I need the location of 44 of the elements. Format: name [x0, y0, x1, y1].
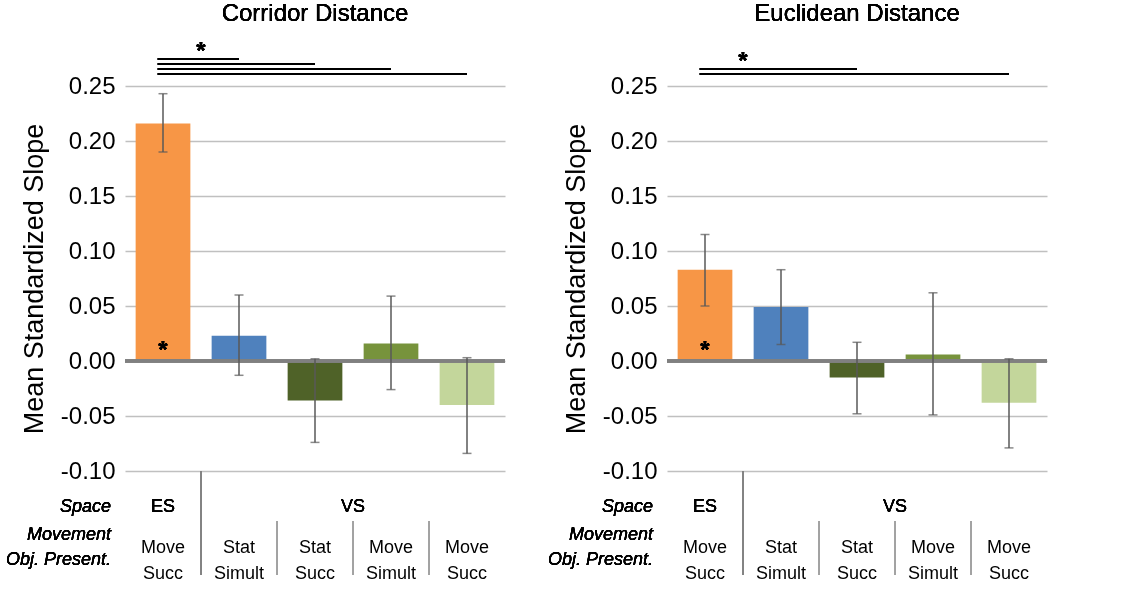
x-tick-label: Stat Succ: [294, 536, 336, 583]
text: ES: [150, 496, 176, 516]
y-tick-label: -0.05: [602, 401, 658, 429]
y-axis-title: Mean Standardized Slope: [560, 123, 591, 435]
chart-title: Corridor Distance: [221, 0, 409, 26]
x-tick-label: Move Succ: [140, 536, 186, 583]
y-tick-label: 0.15: [610, 181, 658, 209]
y-tick-label: -0.05: [60, 401, 116, 429]
x-tick-label: Stat Succ: [836, 536, 878, 583]
x-tick-label: Move Succ: [682, 536, 728, 583]
text: *: [738, 47, 749, 74]
text: Space: [59, 496, 111, 516]
y-tick-label: 0.05: [610, 291, 658, 319]
x-tick-label: Move Simult: [907, 536, 959, 583]
text: Movement: [568, 524, 654, 544]
y-tick-label: 0.00: [610, 346, 658, 374]
text: *: [196, 37, 207, 64]
y-tick-label: 0.05: [68, 291, 116, 319]
y-tick-label: 0.25: [68, 71, 116, 99]
text: VS: [340, 496, 366, 516]
y-tick-label: 0.15: [68, 181, 116, 209]
x-tick-label: Move Simult: [365, 536, 417, 583]
text: Space: [601, 496, 653, 516]
x-tick-label: Move Succ: [986, 536, 1032, 583]
y-axis-title: Mean Standardized Slope: [18, 123, 49, 435]
y-tick-label: -0.10: [602, 456, 658, 484]
y-tick-label: 0.10: [610, 236, 658, 264]
annotation: *: [700, 336, 711, 363]
y-tick-label: 0.20: [68, 126, 116, 154]
annotation: *: [158, 336, 169, 363]
y-tick-label: 0.00: [68, 346, 116, 374]
text: ES: [692, 496, 718, 516]
y-tick-label: 0.25: [610, 71, 658, 99]
x-tick-label: Stat Simult: [213, 536, 265, 583]
y-tick-label: 0.10: [68, 236, 116, 264]
text: Movement: [26, 524, 112, 544]
y-tick-label: -0.10: [60, 456, 116, 484]
text: VS: [882, 496, 908, 516]
text: Obj. Present.: [5, 549, 111, 569]
x-tick-label: Move Succ: [444, 536, 490, 583]
y-tick-label: 0.20: [610, 126, 658, 154]
text: Obj. Present.: [547, 549, 653, 569]
x-tick-label: Stat Simult: [755, 536, 807, 583]
chart-title: Euclidean Distance: [754, 0, 960, 26]
